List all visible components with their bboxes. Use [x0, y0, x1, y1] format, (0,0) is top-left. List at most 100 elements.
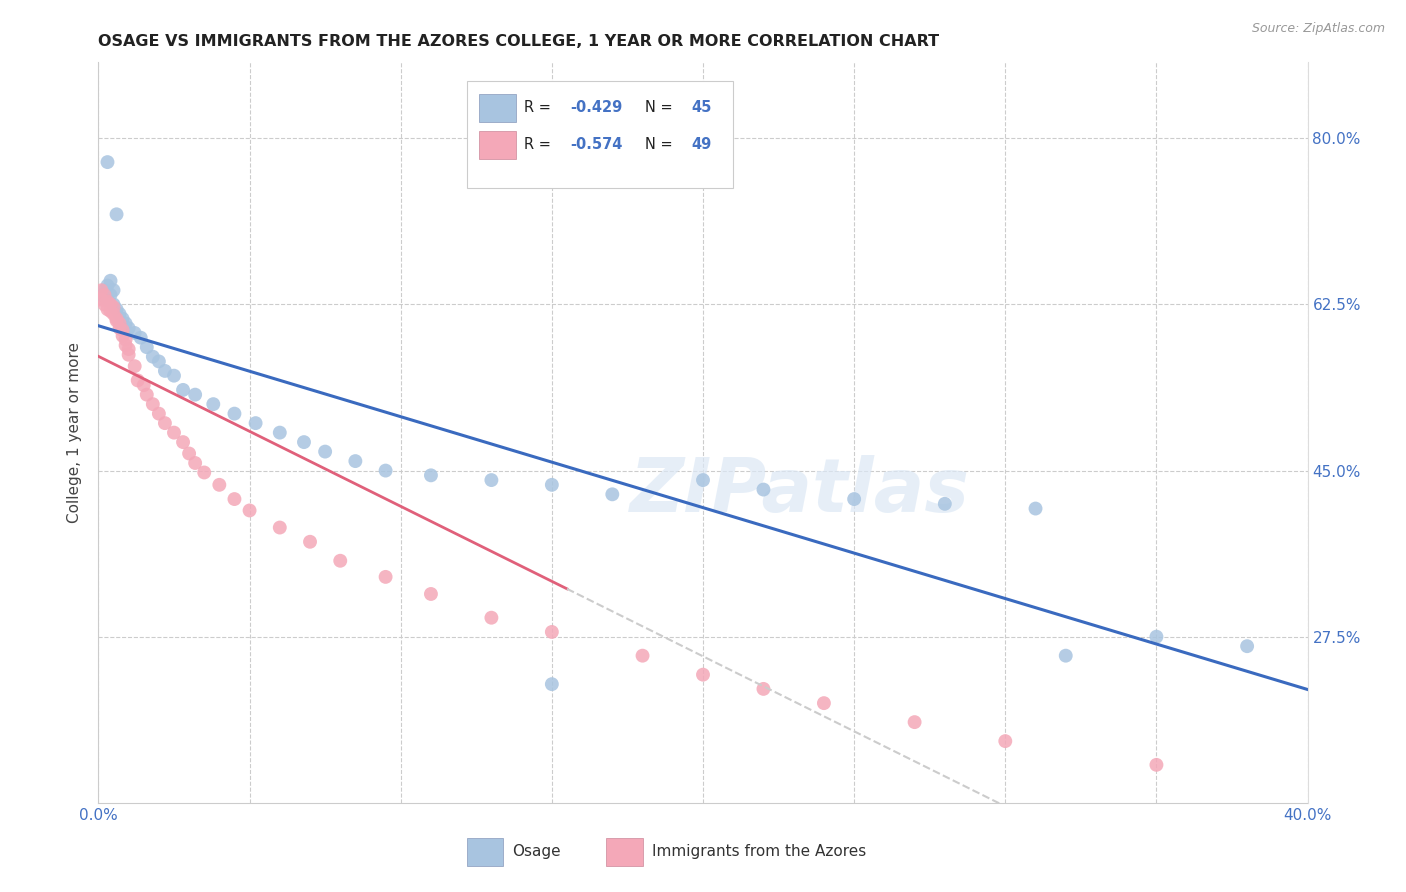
Point — [132, 378, 155, 392]
Point — [90, 293, 112, 307]
Point — [100, 304, 122, 318]
Point — [129, 331, 152, 345]
Point — [124, 359, 146, 374]
Point — [108, 307, 131, 321]
Point — [540, 478, 562, 492]
Point — [135, 340, 157, 354]
Point — [269, 425, 291, 440]
Point — [93, 288, 115, 302]
Point — [269, 520, 291, 534]
Point — [105, 313, 128, 327]
Point — [420, 587, 443, 601]
Point — [100, 274, 122, 288]
Point — [1054, 648, 1077, 663]
Point — [114, 317, 136, 331]
Point — [124, 326, 146, 340]
Point — [374, 464, 396, 478]
Text: 45: 45 — [690, 100, 711, 115]
Point — [118, 348, 141, 362]
Point — [193, 466, 215, 480]
Point — [118, 321, 141, 335]
Point — [1144, 630, 1167, 644]
Point — [148, 354, 170, 368]
Point — [96, 294, 118, 309]
Point — [108, 317, 131, 331]
Point — [96, 278, 118, 293]
Point — [239, 503, 262, 517]
Point — [111, 328, 134, 343]
Point — [153, 364, 176, 378]
Point — [105, 302, 128, 317]
Point — [184, 387, 207, 401]
Point — [93, 297, 115, 311]
Point — [103, 297, 125, 311]
Text: Osage: Osage — [512, 844, 561, 859]
Point — [540, 624, 562, 639]
Point — [344, 454, 367, 468]
Point — [224, 407, 246, 421]
Point — [540, 677, 562, 691]
Text: N =: N = — [645, 100, 678, 115]
Point — [752, 483, 775, 497]
Point — [111, 311, 134, 326]
Point — [105, 311, 128, 326]
Point — [692, 473, 714, 487]
Point — [148, 407, 170, 421]
Point — [813, 696, 835, 710]
Point — [142, 350, 165, 364]
Point — [100, 288, 122, 302]
Point — [202, 397, 225, 411]
Text: ZIPatlas: ZIPatlas — [630, 455, 970, 528]
Point — [163, 425, 186, 440]
Point — [1236, 639, 1258, 653]
Point — [1024, 501, 1046, 516]
Point — [904, 715, 927, 730]
Point — [314, 444, 336, 458]
Point — [752, 681, 775, 696]
Point — [90, 288, 112, 302]
Point — [299, 534, 322, 549]
Text: Immigrants from the Azores: Immigrants from the Azores — [652, 844, 866, 859]
Point — [90, 283, 112, 297]
Bar — [479, 94, 516, 121]
Point — [153, 416, 176, 430]
Point — [142, 397, 165, 411]
Point — [481, 473, 503, 487]
Point — [329, 554, 352, 568]
Y-axis label: College, 1 year or more: College, 1 year or more — [67, 343, 83, 523]
Point — [135, 387, 157, 401]
Point — [481, 611, 503, 625]
Point — [420, 468, 443, 483]
Point — [374, 570, 396, 584]
Point — [103, 283, 125, 297]
Point — [163, 368, 186, 383]
Bar — [479, 130, 516, 159]
Point — [245, 416, 267, 430]
Point — [844, 491, 866, 506]
Text: N =: N = — [645, 137, 678, 153]
Point — [602, 487, 624, 501]
Point — [692, 667, 714, 681]
Point — [96, 155, 118, 169]
Bar — [606, 838, 643, 866]
Point — [184, 456, 207, 470]
Point — [103, 301, 125, 315]
Point — [934, 497, 956, 511]
Point — [292, 435, 315, 450]
Point — [179, 446, 201, 460]
Point — [100, 297, 122, 311]
Point — [96, 293, 118, 307]
Point — [172, 435, 194, 450]
Point — [118, 342, 141, 356]
Point — [172, 383, 194, 397]
Point — [96, 302, 118, 317]
Text: -0.574: -0.574 — [569, 137, 623, 153]
Point — [103, 307, 125, 321]
Text: OSAGE VS IMMIGRANTS FROM THE AZORES COLLEGE, 1 YEAR OR MORE CORRELATION CHART: OSAGE VS IMMIGRANTS FROM THE AZORES COLL… — [98, 34, 939, 49]
Point — [224, 491, 246, 506]
Point — [105, 207, 128, 221]
Text: -0.429: -0.429 — [569, 100, 623, 115]
Point — [631, 648, 654, 663]
Text: 49: 49 — [690, 137, 711, 153]
Point — [114, 338, 136, 352]
